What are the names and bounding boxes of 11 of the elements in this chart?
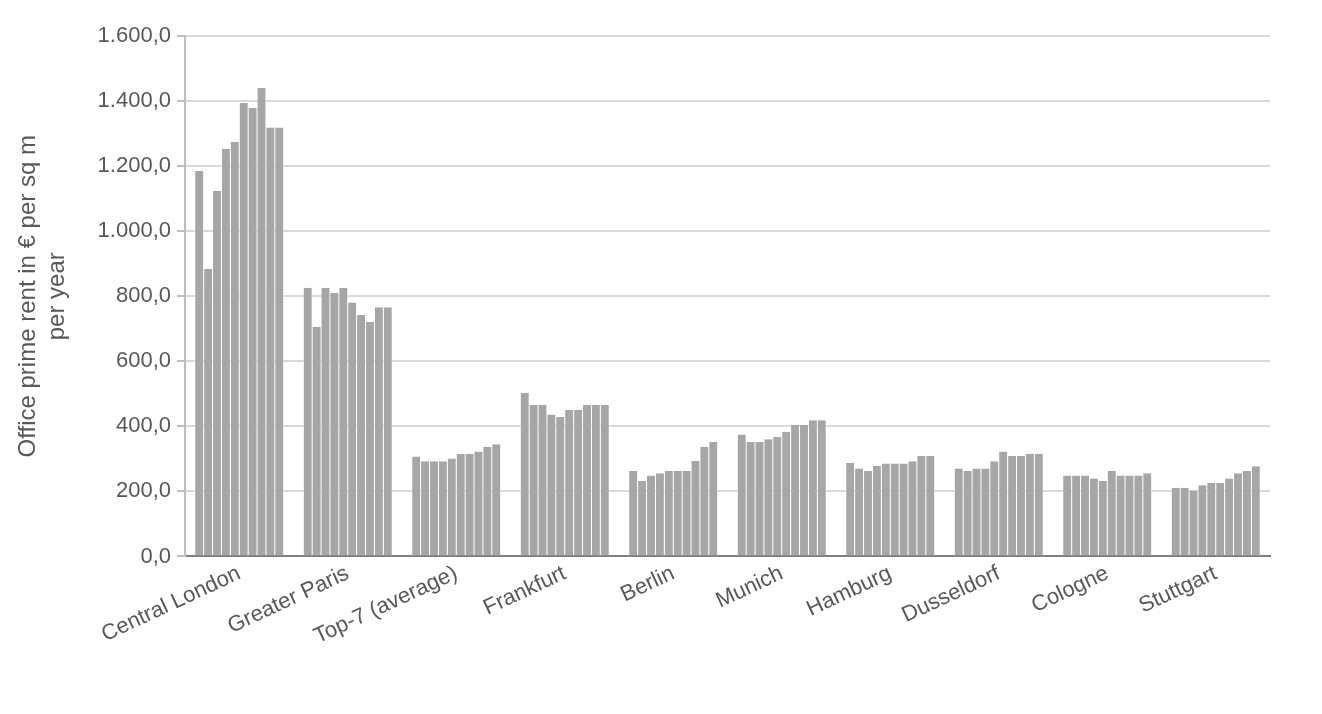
y-tick-label: 600,0: [115, 347, 171, 373]
y-axis-title: Office prime rent in € per sq m per year: [13, 135, 69, 458]
y-tick-label: 800,0: [115, 282, 171, 308]
x-tick-label: Berlin: [616, 559, 678, 607]
y-tick-label: 1.600,0: [97, 22, 171, 48]
y-tick-label: 400,0: [115, 412, 171, 438]
y-tick-label: 0,0: [140, 542, 171, 568]
y-tick-label: 1.400,0: [97, 87, 171, 113]
y-tick-label: 200,0: [115, 477, 171, 503]
y-tick-label: 1.200,0: [97, 152, 171, 178]
y-tick-label: 1.000,0: [97, 217, 171, 243]
